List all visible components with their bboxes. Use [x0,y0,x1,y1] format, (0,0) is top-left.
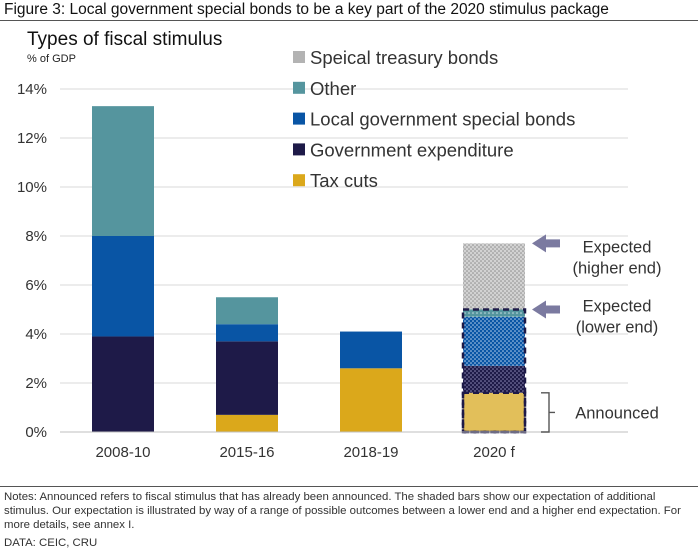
legend-label: Government expenditure [310,139,514,160]
bar-segment [92,106,154,237]
y-tick-label: 4% [25,326,47,343]
y-tick-label: 10% [17,179,47,196]
bar-segment [463,392,525,432]
legend-label: Tax cuts [310,170,378,191]
annotation-lower-end: Expected [583,298,652,316]
bar-segment [216,324,278,342]
y-tick-label: 8% [25,228,47,245]
figure-title: Figure 3: Local government special bonds… [4,1,609,18]
x-tick-label: 2018-19 [343,444,398,461]
notes-text: Notes: Announced refers to fiscal stimul… [4,491,681,531]
legend-swatch [293,51,305,63]
bar-segment [92,236,154,337]
source-text: DATA: CEIC, CRU [4,537,98,549]
arrow-icon [532,234,560,253]
stacked-bar-chart: 0% 2% 4% 6% 8% 10% 12% 14% 2008-10 2015-16 2018-19… [17,47,662,461]
bar-segment [463,316,525,366]
annotation-lower-end: (lower end) [576,319,659,337]
bar-segment [463,365,525,393]
y-tick-label: 12% [17,130,47,147]
legend-swatch [293,143,305,156]
legend-label: Speical treasury bonds [310,47,498,68]
title-divider [0,20,698,21]
x-tick-label: 2008-10 [95,444,150,461]
x-tick-label: 2015-16 [219,444,274,461]
bar-segment [92,336,154,432]
y-axis-units: % of GDP [27,53,76,65]
notes-divider [0,486,698,487]
bar-segment [216,297,278,325]
y-tick-label: 14% [17,81,47,98]
annotation-higher-end: Expected [583,238,652,256]
bar-segment [340,331,402,369]
y-tick-label: 2% [25,375,47,392]
y-tick-label: 6% [25,277,47,294]
legend-swatch [293,112,305,125]
legend-swatch [293,81,305,94]
annotation-announced: Announced [575,404,659,422]
legend-label: Local government special bonds [310,109,575,130]
bar-segment [216,414,278,432]
bar-segment [216,341,278,415]
y-tick-label: 0% [25,424,47,441]
bar-segment [463,243,525,310]
arrow-icon [532,300,560,319]
bracket-icon [541,392,555,433]
chart-title: Types of fiscal stimulus [27,29,223,50]
legend-label: Other [310,78,356,99]
bar-segment [463,309,525,317]
x-tick-label: 2020 f [473,444,516,461]
legend-swatch [293,174,305,187]
bar-segment [340,368,402,432]
annotation-higher-end: (higher end) [573,259,662,277]
